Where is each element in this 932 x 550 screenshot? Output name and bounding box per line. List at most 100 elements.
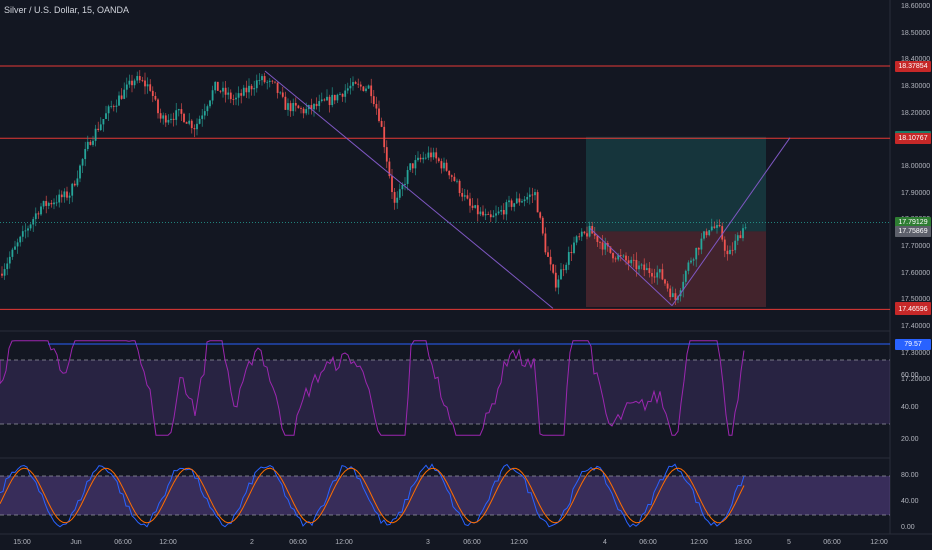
candle-body: [336, 94, 339, 101]
candle-body: [458, 180, 461, 194]
candle-body: [242, 87, 245, 96]
candle-body: [86, 141, 89, 150]
candle-body: [37, 213, 40, 215]
candle-body: [469, 198, 471, 206]
candle-body: [32, 219, 35, 225]
trendline-projection: [671, 137, 791, 306]
candle-body: [565, 264, 568, 271]
candle-body: [669, 288, 672, 298]
candle-body: [497, 211, 500, 214]
candle-body: [123, 89, 126, 99]
candle-body: [365, 88, 367, 92]
candle-body: [622, 255, 625, 257]
candle-body: [294, 103, 297, 106]
candle-body: [406, 170, 409, 184]
candle-body: [448, 170, 451, 176]
candle-body: [287, 103, 289, 110]
candle-body: [188, 120, 191, 124]
candle-body: [3, 269, 6, 276]
candle-body: [713, 226, 716, 228]
candle-body: [297, 105, 300, 109]
candle-body: [609, 246, 612, 253]
candle-body: [671, 293, 674, 298]
candle-body: [55, 202, 58, 204]
candle-body: [677, 296, 679, 300]
rsi-level-tag[interactable]: 79.57: [895, 339, 931, 350]
candle-body: [219, 90, 222, 92]
candle-body: [450, 175, 453, 177]
candle-body: [656, 272, 659, 278]
stoch-k-line: [0, 463, 745, 528]
candle-body: [99, 124, 102, 131]
candle-body: [640, 264, 643, 266]
candle-body: [692, 259, 695, 261]
candle-body: [255, 80, 258, 89]
candle-body: [92, 140, 94, 145]
candle-body: [216, 81, 219, 91]
candle-body: [690, 260, 692, 263]
candle-body: [638, 265, 640, 270]
candle-body: [684, 270, 687, 282]
price-tag-support[interactable]: 17.46596: [895, 303, 931, 315]
candle-body: [180, 109, 183, 114]
candle-body: [224, 87, 227, 95]
candle-body: [427, 152, 430, 158]
candle-body: [141, 80, 144, 82]
time-axis-label: 12:00: [159, 539, 177, 546]
candle-body: [310, 105, 313, 110]
candle-body: [1, 273, 3, 276]
candle-body: [63, 191, 66, 198]
candle-body: [227, 92, 230, 95]
candle-body: [133, 80, 136, 86]
candle-body: [185, 122, 188, 124]
price-axis-label: 18.30000: [901, 83, 931, 90]
candle-body: [466, 195, 469, 199]
candle-body: [645, 268, 648, 271]
candle-body: [476, 205, 479, 215]
candle-body: [437, 158, 440, 162]
candle-body: [375, 104, 378, 109]
candle-body: [138, 76, 141, 81]
candle-body: [151, 90, 154, 96]
candle-body: [258, 80, 261, 81]
rsi-axis-label: 60.00: [901, 372, 919, 379]
candle-body: [573, 242, 575, 254]
time-axis-label: 06:00: [823, 539, 841, 546]
candle-body: [409, 163, 412, 171]
symbol-title[interactable]: Silver / U.S. Dollar, 15, OANDA: [4, 5, 130, 15]
price-axis-label: 18.00000: [901, 163, 931, 170]
candle-body: [201, 115, 204, 119]
time-axis-label: 06:00: [289, 539, 307, 546]
candle-body: [583, 231, 586, 234]
candle-body: [118, 95, 120, 106]
price-tag-res-mid[interactable]: 18.10767: [895, 132, 931, 144]
candle-body: [19, 236, 22, 243]
candle-body: [664, 279, 666, 284]
candle-body: [567, 252, 570, 265]
candle-body: [388, 161, 391, 177]
candle-body: [422, 157, 425, 160]
candle-body: [440, 161, 443, 169]
price-tag-last[interactable]: 17.79129: [895, 217, 931, 229]
candle-body: [222, 87, 224, 92]
candle-body: [279, 92, 282, 94]
candle-body: [417, 157, 419, 161]
candle-body: [157, 99, 159, 114]
candle-body: [198, 118, 201, 124]
time-axis-label: 06:00: [114, 539, 132, 546]
candle-body: [510, 200, 513, 207]
candle-body: [521, 201, 523, 203]
rsi-axis-label: 20.00: [901, 436, 919, 443]
price-tag-res-high[interactable]: 18.37854: [895, 60, 931, 72]
candle-body: [502, 209, 505, 215]
candle-body: [172, 118, 175, 120]
candle-body: [453, 176, 456, 181]
candle-body: [289, 103, 292, 112]
candle-body: [596, 235, 599, 242]
price-tag-entry[interactable]: 17.75869: [895, 225, 931, 237]
candle-body: [612, 252, 614, 259]
candle-body: [331, 94, 334, 106]
candle-body: [274, 81, 276, 83]
candle-body: [245, 87, 248, 93]
